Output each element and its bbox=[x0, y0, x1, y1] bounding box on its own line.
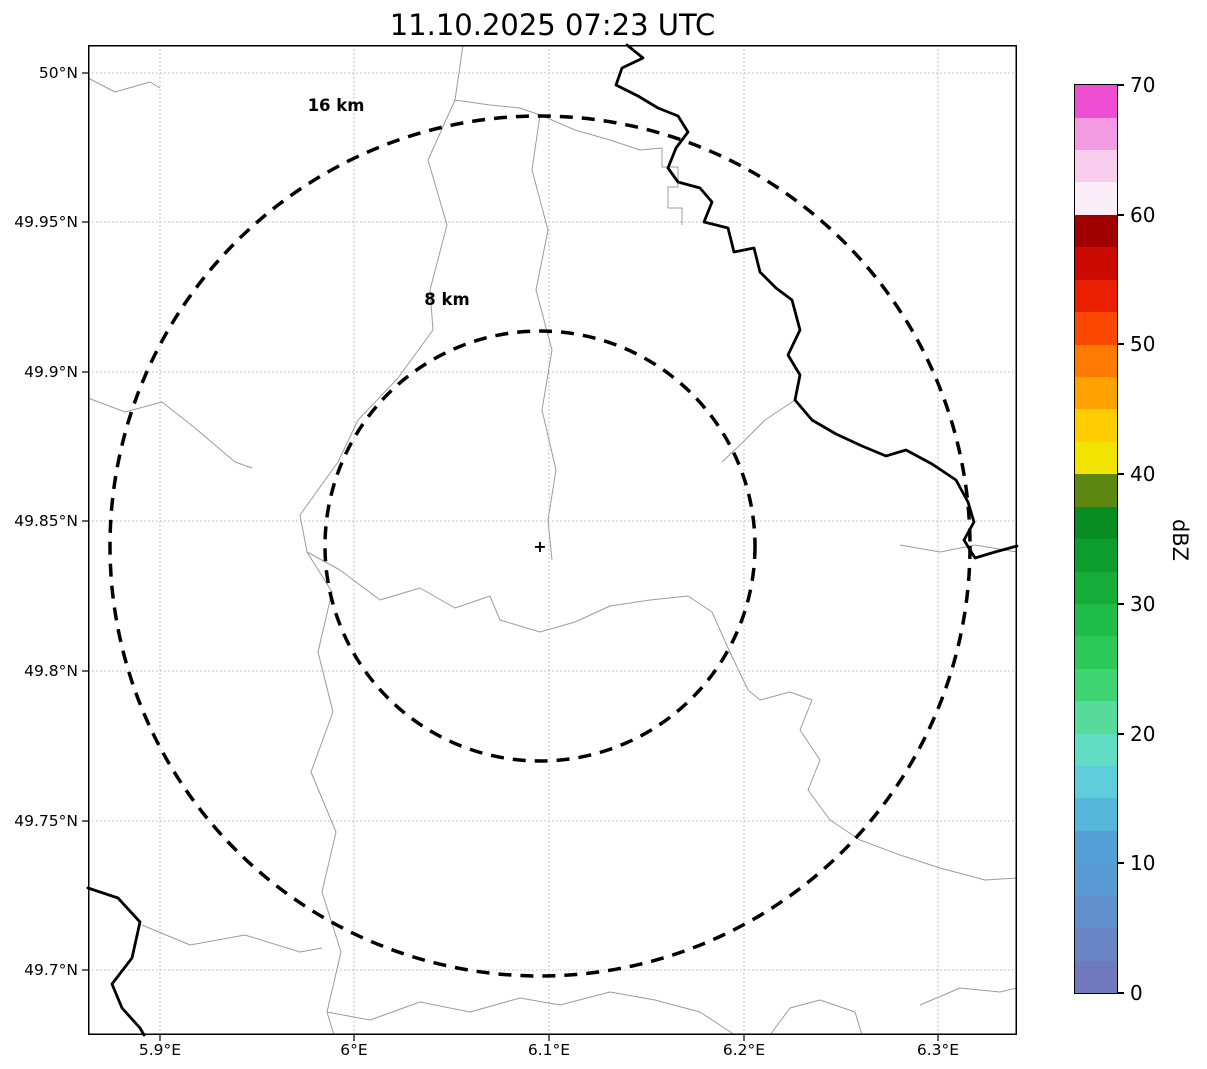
colorbar-segment bbox=[1075, 474, 1117, 507]
border-line bbox=[87, 397, 253, 469]
colorbar-segment bbox=[1075, 733, 1117, 767]
y-tick-label: 49.95°N bbox=[14, 213, 78, 231]
river-line bbox=[614, 43, 1019, 560]
border-line bbox=[539, 114, 663, 151]
colorbar-segment bbox=[1075, 506, 1117, 540]
y-tick-label: 49.75°N bbox=[14, 812, 78, 830]
colorbar-tick-mark bbox=[1118, 603, 1124, 605]
colorbar-tick-mark bbox=[1118, 473, 1124, 475]
x-tick-label: 6.3°E bbox=[916, 1041, 960, 1059]
y-tick-label: 49.9°N bbox=[24, 363, 78, 381]
colorbar-segment bbox=[1075, 798, 1117, 831]
colorbar-segment bbox=[1075, 279, 1117, 313]
colorbar-segment bbox=[1075, 668, 1117, 702]
border-line bbox=[326, 991, 736, 1036]
colorbar-segment bbox=[1075, 863, 1117, 896]
radar-site-marker: + bbox=[533, 537, 546, 556]
map-plot: 16 km 8 km + bbox=[82, 43, 1019, 1041]
colorbar-tick-label: 10 bbox=[1130, 851, 1156, 875]
colorbar-tick-mark bbox=[1118, 992, 1124, 994]
range-ring-8km bbox=[323, 329, 757, 763]
grid-lines bbox=[88, 45, 1017, 1035]
colorbar-segment bbox=[1075, 214, 1117, 248]
colorbar-segment bbox=[1075, 150, 1117, 183]
border-line bbox=[919, 987, 1018, 1006]
colorbar-tick-label: 70 bbox=[1130, 73, 1156, 97]
range-ring-16km-label: 16 km bbox=[308, 96, 365, 115]
colorbar-segment bbox=[1075, 344, 1117, 377]
x-tick-label: 6°E bbox=[340, 1041, 368, 1059]
colorbar-tick-mark bbox=[1118, 862, 1124, 864]
colorbar-tick-mark bbox=[1118, 84, 1124, 86]
y-tick-label: 49.8°N bbox=[24, 662, 78, 680]
river-lines bbox=[86, 43, 1019, 1037]
plot-frame bbox=[88, 45, 1017, 1035]
colorbar-unit-label: dBZ bbox=[1168, 518, 1192, 562]
border-line bbox=[899, 544, 1018, 553]
colorbar-tick-label: 30 bbox=[1130, 592, 1156, 616]
border-line bbox=[454, 99, 541, 116]
colorbar-tick-mark bbox=[1118, 343, 1124, 345]
colorbar-segment bbox=[1075, 895, 1117, 929]
colorbar-segment bbox=[1075, 766, 1117, 799]
border-line bbox=[87, 77, 161, 93]
y-tick-label: 49.7°N bbox=[24, 961, 78, 979]
y-tick-label: 49.85°N bbox=[14, 512, 78, 530]
colorbar-segment bbox=[1075, 409, 1117, 442]
range-ring-16km bbox=[108, 114, 972, 978]
colorbar-tick-mark bbox=[1118, 733, 1124, 735]
border-line bbox=[721, 399, 796, 463]
river-line bbox=[86, 886, 146, 1037]
x-tick-label: 5.9°E bbox=[138, 1041, 182, 1059]
border-line bbox=[141, 924, 323, 953]
colorbar-segment bbox=[1075, 701, 1117, 734]
border-lines bbox=[87, 44, 1018, 1036]
border-line bbox=[299, 44, 464, 1036]
colorbar-segment bbox=[1075, 636, 1117, 669]
border-line bbox=[769, 999, 863, 1036]
axis-tick-marks bbox=[82, 72, 939, 1041]
y-tick-label: 50°N bbox=[38, 64, 78, 82]
colorbar-segment bbox=[1075, 960, 1117, 993]
colorbar-segment bbox=[1075, 312, 1117, 345]
colorbar-segment bbox=[1075, 441, 1117, 475]
colorbar-segment bbox=[1075, 603, 1117, 637]
colorbar-segment bbox=[1075, 85, 1117, 118]
colorbar-segment bbox=[1075, 928, 1117, 961]
border-line bbox=[531, 114, 557, 561]
colorbar-segment bbox=[1075, 539, 1117, 572]
colorbar-tick-label: 40 bbox=[1130, 462, 1156, 486]
border-line bbox=[759, 691, 1018, 881]
colorbar-segment bbox=[1075, 571, 1117, 604]
figure-title: 11.10.2025 07:23 UTC bbox=[389, 8, 716, 42]
colorbar-tick-mark bbox=[1118, 214, 1124, 216]
colorbar-segment bbox=[1075, 830, 1117, 864]
colorbar-tick-label: 60 bbox=[1130, 203, 1156, 227]
border-line bbox=[306, 551, 761, 701]
range-rings bbox=[108, 114, 972, 978]
range-ring-8km-label: 8 km bbox=[424, 290, 469, 309]
colorbar-segment bbox=[1075, 182, 1117, 215]
colorbar-tick-label: 20 bbox=[1130, 722, 1156, 746]
x-tick-label: 6.1°E bbox=[527, 1041, 571, 1059]
colorbar-segment bbox=[1075, 117, 1117, 151]
colorbar-gradient bbox=[1075, 85, 1117, 993]
border-line bbox=[661, 148, 683, 225]
colorbar-tick-label: 50 bbox=[1130, 332, 1156, 356]
colorbar-segment bbox=[1075, 376, 1117, 410]
x-tick-label: 6.2°E bbox=[722, 1041, 766, 1059]
colorbar-segment bbox=[1075, 247, 1117, 280]
colorbar-tick-label: 0 bbox=[1130, 981, 1143, 1005]
